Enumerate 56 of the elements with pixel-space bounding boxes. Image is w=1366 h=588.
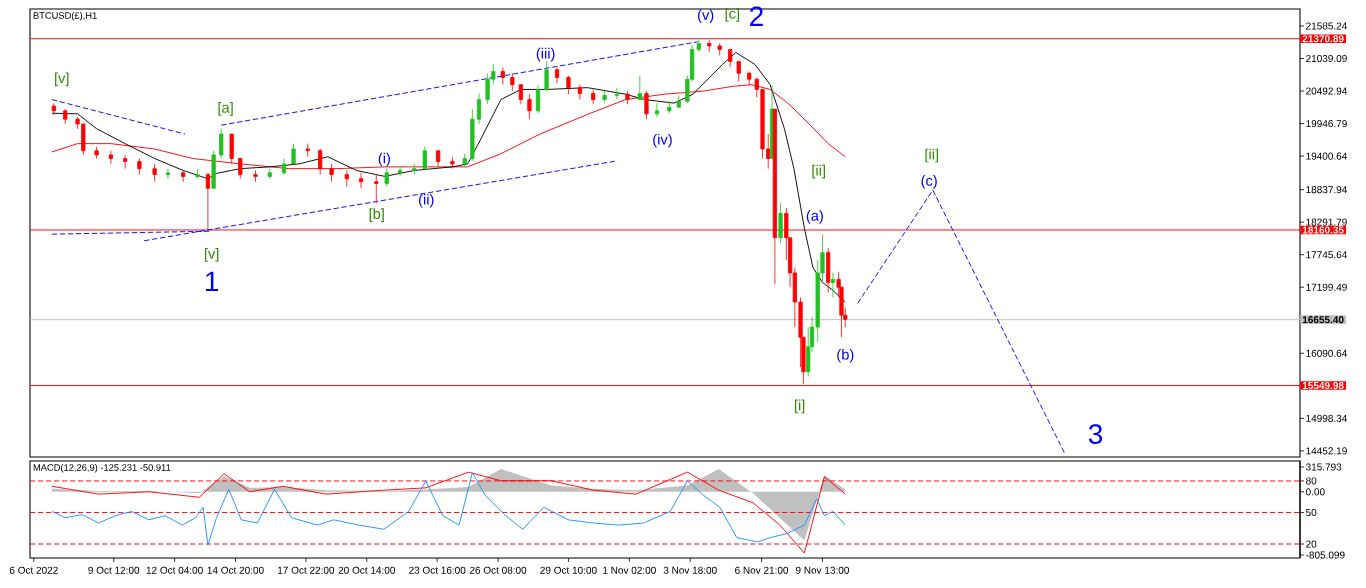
ref-line-label: 16655.40 — [1302, 316, 1344, 324]
ref-line-label: 21370.89 — [1302, 35, 1344, 43]
y-tick-label: 17199.49 — [1306, 283, 1347, 291]
y-tick-label: 0.00 — [1306, 488, 1325, 496]
x-tick-label: 6 Nov 21:00 — [735, 566, 789, 574]
annotation: [a] — [218, 102, 233, 116]
y-tick-label: 315.793 — [1305, 463, 1342, 471]
annotation: [v] — [55, 72, 69, 87]
x-tick-label: 1 Nov 02:00 — [603, 566, 656, 574]
x-tick-label: 17 Oct 22:00 — [278, 566, 335, 574]
y-tick-label: 14452.19 — [1306, 447, 1347, 455]
x-tick-label: 3 Nov 18:00 — [663, 566, 717, 574]
x-tick-label: 20 Oct 14:00 — [338, 566, 395, 574]
y-tick-label: 18837.94 — [1306, 186, 1348, 194]
y2-tick-label: 80 — [1306, 477, 1317, 485]
y-tick-label: 14998.34 — [1306, 414, 1348, 422]
y2-tick-label: 20 — [1306, 540, 1317, 548]
annotation: [i] — [794, 399, 805, 414]
chart-title: MACD(12,26,9) -125.231 -50.911 — [33, 463, 171, 473]
annotation: (ii) — [419, 193, 434, 208]
y-tick-label: 16090.64 — [1306, 349, 1348, 357]
x-tick-label: 6 Oct 2022 — [9, 566, 58, 574]
ref-line-label: 18160.35 — [1302, 226, 1344, 234]
annotation: [ii] — [812, 164, 825, 179]
annotation: (iv) — [653, 133, 672, 148]
annotation: [b] — [369, 208, 384, 222]
y-tick-label: 21039.09 — [1306, 54, 1347, 63]
chart-title: BTCUSD(£),H1 — [33, 11, 97, 21]
annotation: (i) — [378, 152, 390, 167]
y-tick-label: 18291.79 — [1306, 218, 1347, 226]
x-tick-label: 23 Oct 16:00 — [409, 566, 466, 574]
x-tick-label: 29 Oct 10:00 — [540, 566, 597, 574]
y-tick-label: 20492.94 — [1306, 87, 1348, 95]
y2-tick-label: 50 — [1306, 508, 1317, 517]
annotation: (iii) — [536, 47, 555, 62]
y-tick-label: 19400.64 — [1306, 152, 1348, 160]
x-tick-label: 12 Oct 04:00 — [146, 566, 203, 574]
y-tick-label: -805.099 — [1306, 551, 1345, 559]
annotation: (c) — [921, 175, 937, 189]
y-tick-label: 19946.79 — [1306, 120, 1347, 128]
y-tick-label: 21585.24 — [1306, 22, 1348, 30]
annotation: (v) — [698, 9, 714, 23]
annotation: (a) — [806, 210, 823, 224]
x-tick-label: 9 Nov 13:00 — [795, 566, 849, 574]
annotation: 3 — [1088, 424, 1103, 445]
x-tick-label: 9 Oct 12:00 — [88, 566, 140, 574]
y-tick-label: 17745.64 — [1306, 251, 1348, 259]
annotation: [c] — [725, 7, 740, 22]
annotation: [ii] — [925, 148, 938, 163]
annotation: 1 — [205, 271, 219, 291]
annotation: 2 — [750, 6, 763, 26]
annotation: (b) — [837, 348, 854, 363]
annotation: [v] — [204, 248, 219, 262]
x-tick-label: 14 Oct 20:00 — [207, 566, 264, 574]
ref-line-label: 15549.98 — [1302, 381, 1344, 390]
x-tick-label: 26 Oct 08:00 — [469, 566, 527, 574]
